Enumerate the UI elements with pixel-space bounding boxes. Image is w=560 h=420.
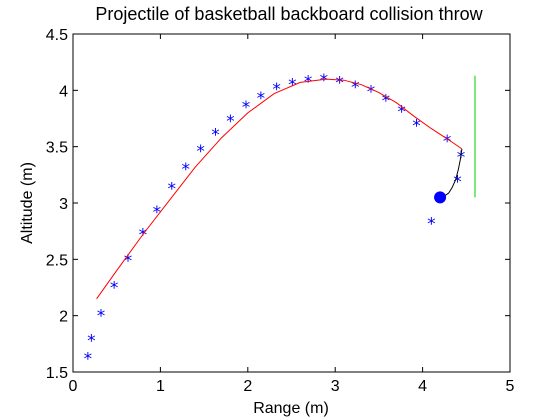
x-tick-label: 3	[331, 378, 340, 395]
data-point-asterisk: *	[304, 72, 313, 92]
y-tick-label: 2.5	[46, 252, 68, 269]
plot-area	[72, 33, 511, 373]
data-point-asterisk: *	[257, 89, 266, 109]
x-tick-label: 5	[506, 378, 515, 395]
chart-title: Projectile of basketball backboard colli…	[95, 4, 483, 24]
data-point-asterisk: *	[211, 125, 220, 145]
ball-marker	[434, 191, 447, 204]
data-point-asterisk: *	[153, 203, 162, 223]
y-tick-label: 1.5	[46, 365, 68, 382]
data-point-asterisk: *	[168, 179, 177, 199]
x-axis-label: Range (m)	[253, 400, 329, 417]
x-tick-label: 1	[156, 378, 165, 395]
x-tick-label: 4	[418, 378, 427, 395]
x-tick-label: 0	[69, 378, 78, 395]
data-point-asterisk: *	[320, 71, 329, 91]
x-tick-label: 2	[243, 378, 252, 395]
data-point-asterisk: *	[427, 214, 436, 234]
data-point-asterisk: *	[139, 226, 148, 246]
data-point-asterisk: *	[397, 103, 406, 123]
y-axis-label: Altitude (m)	[19, 162, 36, 244]
y-tick-label: 4	[59, 83, 68, 100]
data-point-asterisk: *	[110, 279, 119, 299]
data-point-asterisk: *	[242, 98, 251, 118]
y-tick-label: 3.5	[46, 140, 68, 157]
data-point-asterisk: *	[351, 78, 360, 98]
y-tick-label: 4.5	[46, 27, 68, 44]
data-point-asterisk: *	[367, 82, 376, 102]
y-tick-label: 3	[59, 196, 68, 213]
data-point-asterisk: *	[181, 160, 190, 180]
axis-ticks: 0 1 2 3 4 5 1.5 2 2.5 3 3.5 4 4.5	[46, 27, 515, 395]
y-tick-label: 2	[59, 309, 68, 326]
data-point-asterisk: *	[226, 112, 235, 132]
data-point-asterisk: *	[97, 307, 106, 327]
data-point-asterisk: *	[412, 116, 421, 136]
data-point-asterisk: *	[196, 142, 205, 162]
data-point-asterisk: *	[335, 73, 344, 93]
series-line-1	[96, 78, 463, 300]
data-point-asterisk: *	[453, 173, 462, 193]
data-point-asterisk: *	[84, 349, 93, 369]
plot-series: *****************************	[84, 71, 476, 369]
data-point-asterisk: *	[87, 331, 96, 351]
data-point-asterisk: *	[272, 80, 281, 100]
data-point-asterisk: *	[124, 251, 133, 271]
data-point-asterisk: *	[382, 91, 391, 111]
data-point-asterisk: *	[443, 132, 452, 152]
